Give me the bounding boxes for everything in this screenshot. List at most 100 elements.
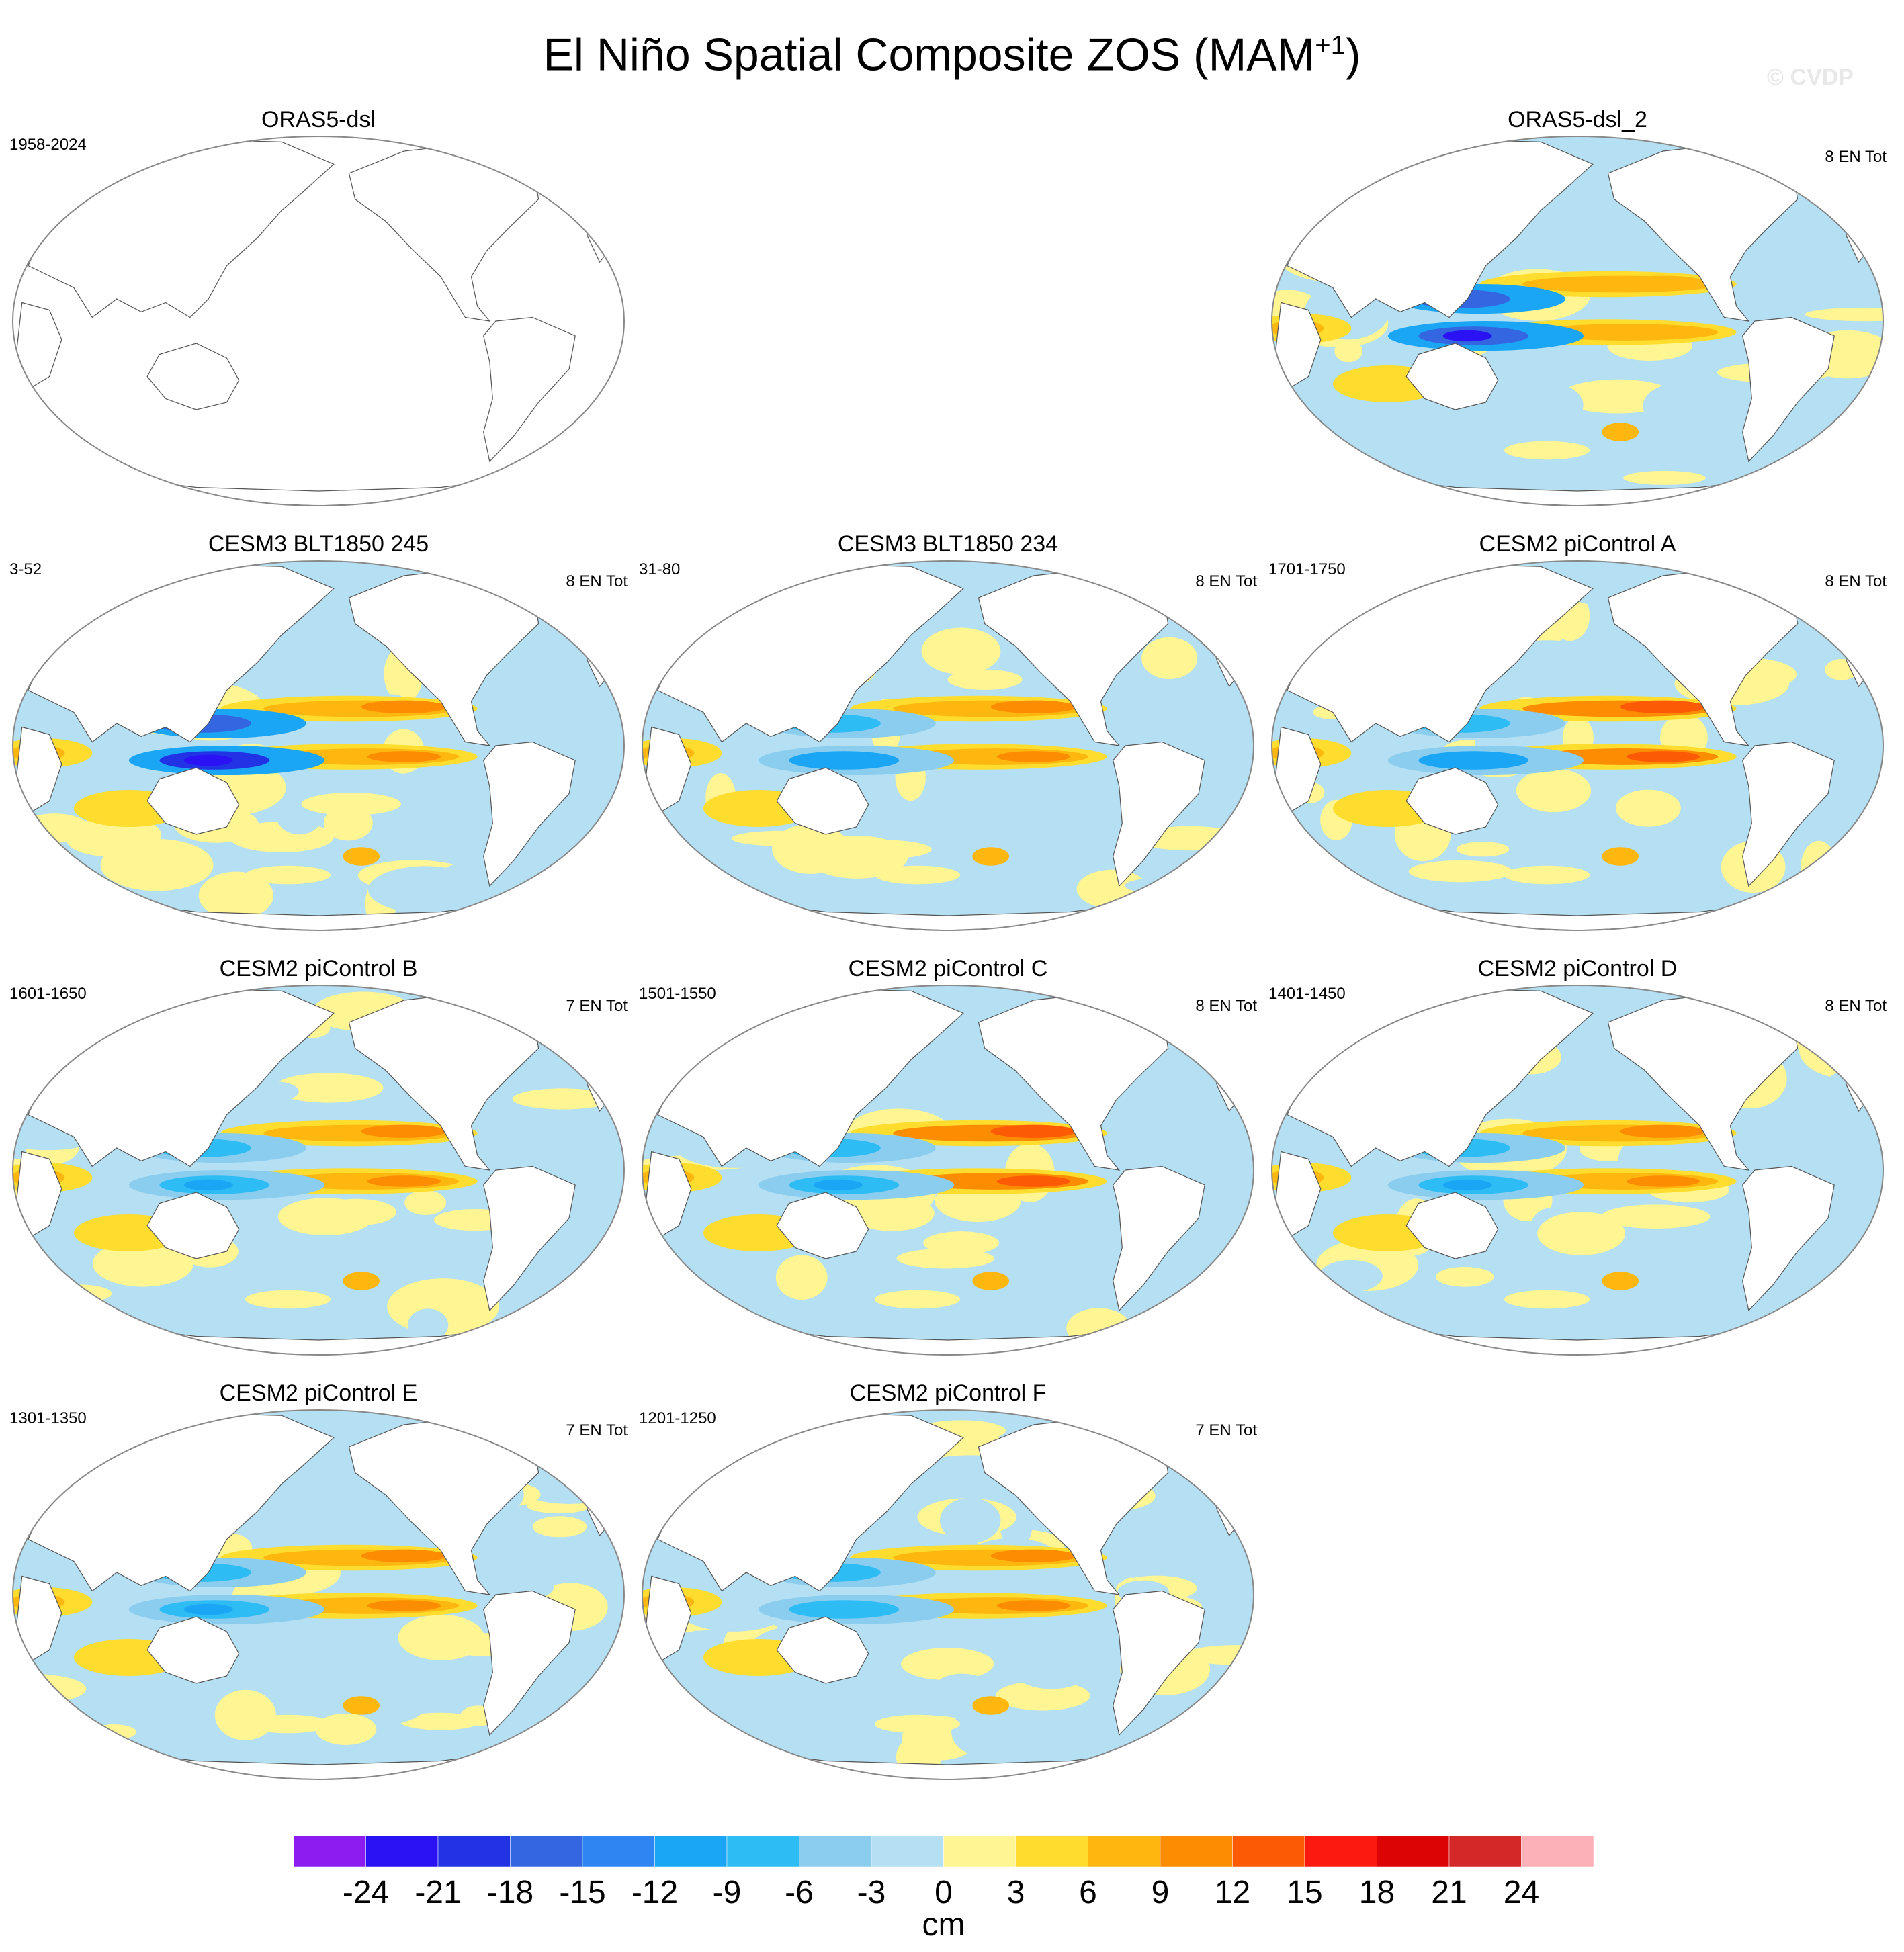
panel-title: CESM2 piControl D: [1477, 956, 1678, 981]
map-border: [12, 1409, 625, 1780]
colorbar-swatch: [871, 1835, 944, 1867]
field-patch: [92, 1240, 193, 1287]
map-panel: ORAS5-dsl 1958-2024: [9, 106, 628, 509]
anomaly-band: [245, 865, 331, 885]
field-patch: [1456, 842, 1510, 857]
map-border: [12, 136, 625, 506]
anomaly-band: [361, 700, 447, 713]
colorbar-swatch: [1521, 1835, 1594, 1867]
anomaly-band: [1620, 700, 1706, 713]
anomaly-band: [343, 1696, 380, 1715]
anomaly-band: [996, 1175, 1070, 1187]
anomaly-band: [874, 865, 961, 885]
map-panel: CESM2 piControl D 1401-1450 8 EN Tot: [1268, 955, 1887, 1358]
anomaly-band: [1602, 423, 1639, 441]
map-plot: [1271, 985, 1884, 1356]
field-patch: [1623, 470, 1706, 485]
field-patch: [245, 1258, 288, 1281]
anomaly-band: [1504, 1290, 1590, 1309]
anomaly-band: [367, 1600, 441, 1611]
anomaly-band: [972, 1696, 1009, 1715]
map-panel: CESM3 BLT1850 245 3-52 8 EN Tot: [9, 531, 628, 934]
field-patch: [315, 1713, 377, 1745]
map-panel: CESM2 piControl A 1701-1750 8 EN Tot: [1268, 531, 1887, 934]
colorbar-tick-label: -3: [857, 1875, 886, 1910]
anomaly-band: [1504, 441, 1590, 460]
colorbar-tick-label: 12: [1215, 1875, 1250, 1910]
colorbar-tick-label: -18: [487, 1875, 533, 1910]
panel-event-count: 8 EN Tot: [566, 572, 628, 590]
field-patch: [407, 1308, 449, 1342]
field-patch: [984, 726, 1100, 748]
field-patch: [263, 1678, 382, 1695]
anomaly-band: [1504, 865, 1590, 885]
panel-period-label: 3-52: [9, 560, 42, 578]
field-patch: [367, 866, 484, 914]
anomaly-band: [1626, 1175, 1700, 1187]
field-patch: [1643, 382, 1719, 429]
map-border: [12, 560, 625, 931]
field-patch: [1780, 1135, 1883, 1166]
map-panel: ORAS5-dsl_2 8 EN Tot: [1268, 106, 1887, 509]
field-patch: [995, 1681, 1090, 1711]
continent-australia: [146, 767, 240, 835]
map-plot: [12, 985, 625, 1356]
field-patch: [1615, 789, 1681, 827]
anomaly-band: [1626, 751, 1700, 762]
panel-title: ORAS5-dsl: [261, 107, 376, 132]
panel-title: CESM2 piControl F: [849, 1380, 1047, 1406]
map-plot: [642, 560, 1254, 931]
colorbar-swatch: [1088, 1835, 1161, 1867]
field-patch: [404, 1190, 447, 1216]
field-patch: [1200, 746, 1254, 791]
map-border: [12, 985, 625, 1356]
map-plot: [1271, 136, 1884, 506]
map-panel: CESM2 piControl F 1201-1250 7 EN Tot: [639, 1380, 1257, 1783]
figure-title-close: ): [1345, 29, 1361, 81]
continent-south-america: [1742, 741, 1835, 887]
colorbar-tick-label: -12: [632, 1875, 678, 1910]
panel-period-label: 1201-1250: [639, 1409, 716, 1427]
field-patch: [1141, 637, 1198, 679]
anomaly-band: [972, 1272, 1009, 1290]
anomaly-band: [1442, 1179, 1492, 1191]
colorbar-swatch: [293, 1835, 366, 1867]
anomaly-band: [183, 1603, 233, 1615]
anomaly-band: [1620, 275, 1706, 289]
continent-australia: [1405, 1192, 1499, 1259]
continent-south-america: [1742, 1165, 1835, 1312]
anomaly-band: [361, 1549, 447, 1562]
field-patch: [951, 1708, 1002, 1755]
field-patch: [1408, 860, 1512, 883]
anomaly-band: [972, 847, 1009, 866]
figure-title: El Niño Spatial Composite ZOS (MAM+1): [0, 19, 1904, 82]
continent-south-america: [1113, 741, 1205, 887]
field-patch: [419, 1235, 476, 1255]
field-patch: [1516, 768, 1592, 813]
panel-period-label: 31-80: [639, 560, 681, 578]
anomaly-band: [1620, 1124, 1706, 1138]
colorbar-swatch: [1015, 1835, 1088, 1867]
colorbar-tick-label: -24: [343, 1875, 389, 1910]
panel-event-count: 7 EN Tot: [566, 997, 628, 1015]
colorbar-swatch: [799, 1835, 872, 1867]
field-patch: [198, 871, 274, 920]
panel-event-count: 8 EN Tot: [1195, 572, 1257, 590]
colorbar-swatch: [943, 1835, 1016, 1867]
panel-period-label: 1958-2024: [9, 136, 87, 154]
continent-south-america: [1113, 1165, 1205, 1312]
map-plot: [12, 136, 625, 506]
field-patch: [775, 1255, 828, 1300]
map-plot: [642, 985, 1254, 1356]
map-border: [642, 560, 1254, 931]
colorbar-swatch: [437, 1835, 511, 1867]
field-patch: [398, 1614, 484, 1660]
continent-australia: [146, 343, 240, 410]
panel-event-count: 8 EN Tot: [1825, 997, 1887, 1015]
field-patch: [273, 1073, 384, 1103]
field-patch: [1537, 1212, 1626, 1255]
figure-title-superscript: +1: [1315, 31, 1346, 60]
field-patch: [984, 862, 1049, 896]
continent-australia: [146, 1192, 240, 1259]
colorbar-tick-label: 24: [1504, 1875, 1539, 1910]
